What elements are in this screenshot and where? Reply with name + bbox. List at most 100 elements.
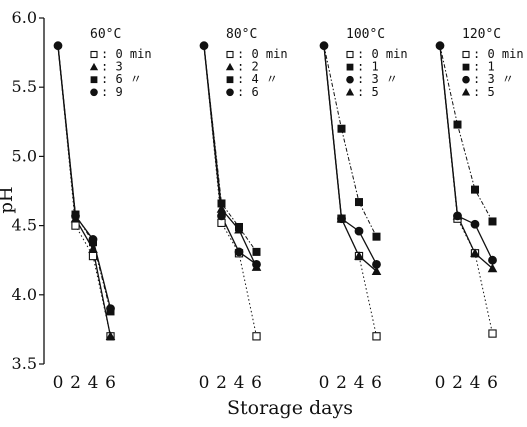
marker-circle (252, 259, 261, 269)
marker-square (90, 76, 98, 84)
series-line-triangle (323, 45, 377, 272)
series-line-open-square (323, 45, 377, 337)
marker-square (470, 185, 479, 194)
x-tick-label: 0 (319, 373, 330, 393)
marker-circle (354, 226, 364, 236)
marker-triangle (105, 331, 116, 341)
legend-entry-label: : 0 min (357, 47, 408, 61)
marker-triangle (225, 62, 235, 71)
marker-circle (226, 88, 234, 97)
panel-3: 0 2 4 6 120°C: 0 min: 1: 3 〃: 5 (435, 27, 524, 393)
x-tick-label: 2 (70, 373, 81, 393)
marker-circle (470, 219, 480, 229)
marker-open-square (488, 329, 497, 338)
marker-square (217, 199, 226, 208)
marker-circle (217, 211, 226, 221)
panel-title: 60°C (90, 27, 121, 42)
panel-1: 0 2 4 6 80°C: 0 min: 2: 4 〃: 6 (199, 27, 288, 393)
marker-square (372, 232, 381, 241)
marker-square (252, 247, 261, 256)
y-tick-label: 5.0 (12, 146, 37, 165)
series-line-circle (57, 45, 112, 309)
marker-triangle (470, 248, 480, 257)
marker-circle (53, 41, 63, 51)
x-axis-label: Storage days (227, 397, 353, 419)
marker-circle (462, 75, 470, 84)
legend-entry-label: : 3 〃 (473, 72, 514, 86)
marker-circle (319, 41, 329, 51)
marker-square (462, 63, 470, 71)
marker-circle (234, 247, 244, 257)
legend-entry-label: : 4 〃 (237, 72, 278, 86)
marker-circle (488, 255, 497, 265)
marker-square (337, 124, 346, 133)
marker-square (453, 120, 462, 129)
y-axis-label: pH (0, 186, 17, 213)
marker-circle (435, 41, 445, 51)
x-tick-label: 4 (88, 373, 99, 393)
axes-layer: 3.5 4.0 4.5 5.0 5.5 6.0 (12, 8, 45, 373)
panel-0: 0 2 4 6 60°C: 0 min: 3: 6 〃: 9 (53, 27, 152, 393)
marker-square (346, 63, 354, 71)
legend-entry-label: : 5 (357, 85, 379, 99)
x-tick-label: 2 (336, 373, 347, 393)
marker-circle (106, 304, 115, 314)
panel-title: 100°C (346, 27, 385, 42)
legend-entry-label: : 3 〃 (357, 72, 398, 86)
x-tick-label: 0 (199, 373, 210, 393)
marker-square (354, 198, 363, 207)
marker-circle (88, 235, 98, 244)
series-line-square (439, 45, 493, 222)
y-tick-label: 4.5 (12, 216, 37, 235)
marker-open-square (226, 50, 234, 59)
x-tick-label: 2 (216, 373, 227, 393)
legend-entry-label: : 1 (357, 60, 379, 74)
marker-triangle (461, 88, 471, 96)
x-tick-label: 0 (435, 373, 446, 393)
legend-entry-label: : 5 (473, 85, 495, 99)
y-tick-label: 3.5 (12, 354, 37, 373)
legend-entry-label: : 0 min (237, 47, 288, 61)
marker-triangle (371, 266, 382, 275)
series-line-open-square (57, 45, 111, 337)
legend-entry-label: : 1 (473, 60, 495, 74)
legend-entry-label: : 0 min (473, 47, 524, 61)
panel-title: 80°C (226, 27, 257, 42)
marker-circle (346, 75, 354, 84)
marker-triangle (452, 210, 463, 220)
panel-2: 0 2 4 6 100°C : 0 min: 1: 3 〃: 5 (319, 27, 408, 393)
marker-open-square (462, 50, 470, 59)
marker-open-square (346, 50, 354, 59)
marker-circle (199, 41, 209, 51)
x-tick-label: 4 (234, 373, 245, 393)
marker-triangle (89, 62, 99, 71)
y-tick-label: 4.0 (12, 285, 37, 304)
legend-entry-label: : 9 (101, 85, 123, 99)
x-tick-label: 6 (371, 373, 382, 393)
x-tick-label: 4 (470, 373, 481, 393)
marker-circle (90, 88, 98, 97)
legend-entry-label: : 2 (237, 60, 259, 74)
marker-circle (71, 211, 80, 221)
legend-entry-label: : 0 min (101, 47, 152, 61)
y-tick-label: 6.0 (12, 8, 37, 27)
marker-open-square (372, 332, 381, 341)
marker-open-square (71, 221, 80, 230)
marker-square (226, 76, 234, 84)
legend-entry-label: : 6 (237, 85, 259, 99)
series-line-triangle (439, 45, 493, 269)
marker-open-square (88, 251, 98, 261)
legend-entry-label: : 3 (101, 60, 123, 74)
x-tick-label: 2 (452, 373, 463, 393)
marker-open-square (252, 332, 261, 341)
panel-title: 120°C (462, 27, 501, 42)
legend-entry-label: : 6 〃 (101, 72, 142, 86)
marker-square (488, 217, 497, 226)
marker-triangle (336, 213, 347, 223)
series-line-square (57, 45, 111, 312)
series-line-circle (203, 45, 257, 265)
x-tick-label: 4 (354, 373, 365, 393)
marker-square (234, 222, 243, 231)
